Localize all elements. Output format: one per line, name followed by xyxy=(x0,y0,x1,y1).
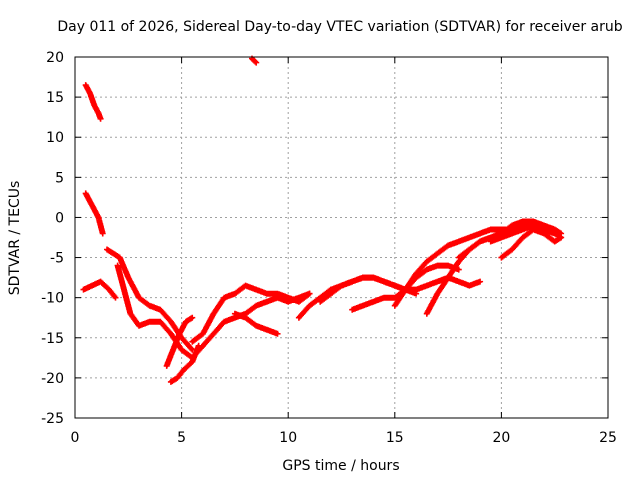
series-track-7 xyxy=(163,314,196,369)
x-axis-label: GPS time / hours xyxy=(282,458,399,474)
series-track-1 xyxy=(82,82,104,122)
series-track-17 xyxy=(455,218,565,261)
data-point-markers xyxy=(189,282,313,345)
y-tick-label: -15 xyxy=(41,331,64,347)
series-track-11 xyxy=(249,55,260,66)
y-tick-label: -25 xyxy=(41,411,64,427)
series-track-4 xyxy=(104,246,196,353)
y-tick-label: 5 xyxy=(55,170,64,186)
series-track-9 xyxy=(199,290,313,349)
series-track-3 xyxy=(80,278,119,301)
y-tick-label: 20 xyxy=(46,50,64,66)
y-tick-label: -20 xyxy=(41,371,64,387)
data-point-markers xyxy=(80,278,119,301)
series-track-10 xyxy=(231,310,281,337)
series-track-2 xyxy=(82,190,106,237)
data-point-markers xyxy=(167,342,202,385)
x-tick-label: 10 xyxy=(279,430,297,446)
data-point-markers xyxy=(163,314,196,369)
series-track-18 xyxy=(498,226,565,261)
data-point-markers xyxy=(498,226,565,261)
y-tick-label: 15 xyxy=(46,90,64,106)
data-point-markers xyxy=(82,82,104,122)
y-tick-label: 0 xyxy=(55,210,64,226)
data-point-markers xyxy=(104,246,196,353)
y-tick-label: 10 xyxy=(46,130,64,146)
x-tick-label: 0 xyxy=(71,430,80,446)
y-tick-label: -10 xyxy=(41,291,64,307)
x-tick-label: 25 xyxy=(599,430,617,446)
data-point-markers xyxy=(199,290,313,349)
series-track-19 xyxy=(487,222,565,245)
chart-title: Day 011 of 2026, Sidereal Day-to-day VTE… xyxy=(57,19,622,35)
data-point-markers xyxy=(249,55,260,66)
data-point-markers xyxy=(455,218,565,261)
data-points xyxy=(80,55,565,385)
y-axis-label: SDTVAR / TECUs xyxy=(7,181,23,296)
x-tick-label: 15 xyxy=(386,430,404,446)
grid-lines xyxy=(75,57,608,418)
data-point-markers xyxy=(82,190,106,237)
series-track-6 xyxy=(167,342,202,385)
y-tick-label: -5 xyxy=(50,251,64,267)
plot-frame xyxy=(74,56,609,419)
axis-ticks: 0 5 10 15 20 25 -25 -20 -15 -10 -5 0 5 10 15 20 xyxy=(41,50,617,446)
series-track-8 xyxy=(189,282,313,345)
x-tick-label: 20 xyxy=(492,430,510,446)
data-point-markers xyxy=(487,222,565,245)
x-tick-label: 5 xyxy=(177,430,186,446)
data-point-markers xyxy=(231,310,281,337)
